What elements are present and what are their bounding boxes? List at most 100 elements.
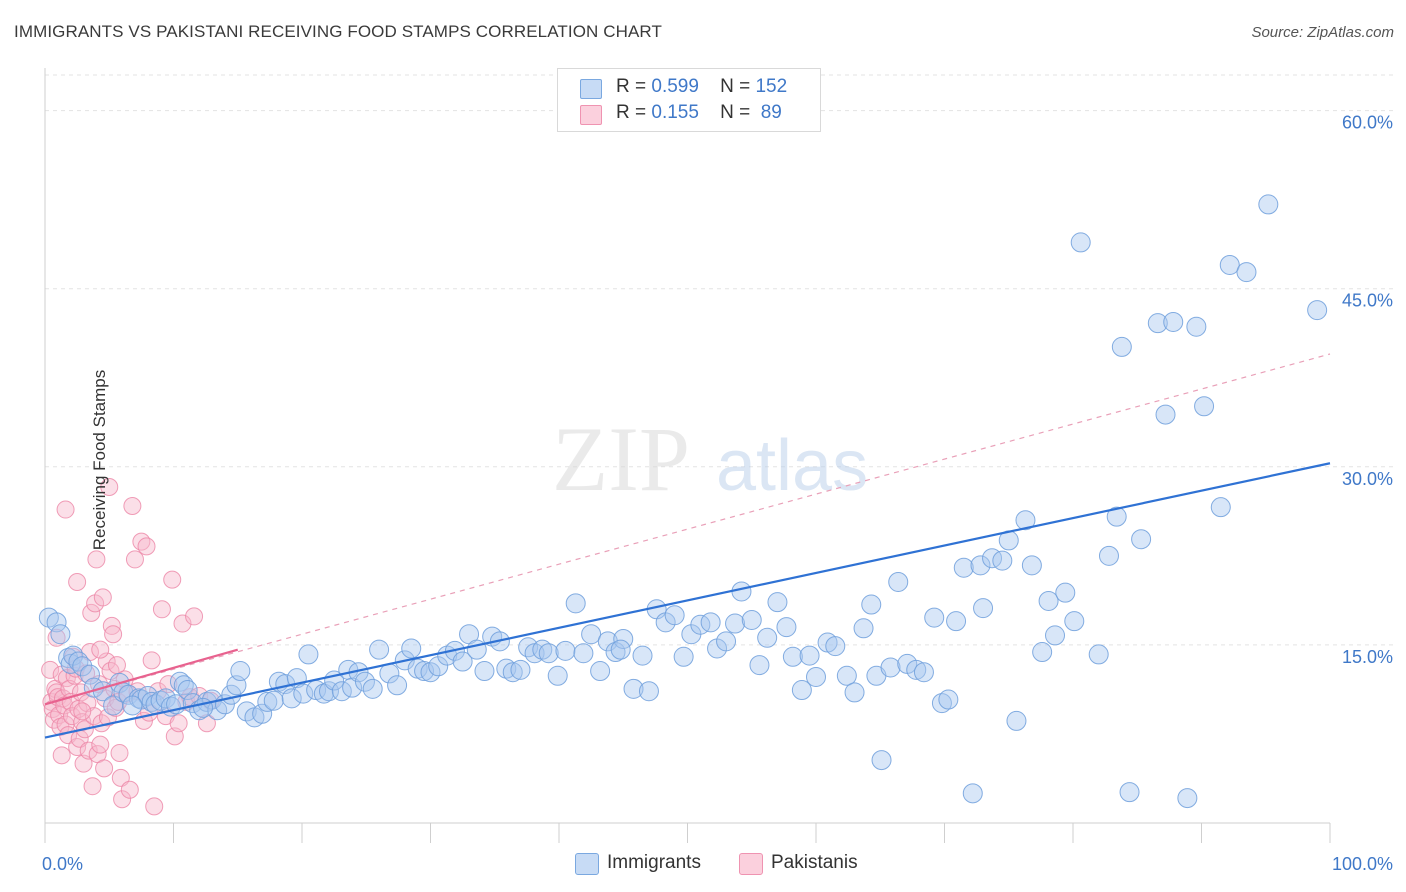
immigrants-point — [122, 695, 143, 716]
immigrants-point — [973, 598, 994, 619]
pakistanis-point — [98, 708, 117, 727]
immigrants-point — [1177, 788, 1198, 809]
pakistanis-trend-line — [44, 648, 239, 706]
immigrants-point — [782, 646, 803, 667]
legend-n-value: 89 — [760, 102, 782, 123]
immigrants-point — [538, 643, 559, 664]
immigrants-point — [632, 645, 653, 666]
immigrants-point — [962, 783, 983, 804]
pakistanis-point — [152, 600, 171, 619]
immigrants-point — [281, 688, 302, 709]
legend-n-label: N = — [720, 76, 751, 97]
immigrants-point — [970, 555, 991, 576]
trend-lines — [44, 353, 1331, 705]
immigrants-point — [638, 681, 659, 702]
x-tick-label-min: 0.0% — [42, 854, 83, 874]
immigrants-point — [1219, 254, 1240, 275]
pakistanis-point — [97, 652, 116, 671]
immigrants-point — [888, 571, 909, 592]
immigrants-point — [387, 675, 408, 696]
immigrants-point — [880, 657, 901, 678]
immigrants-point — [257, 691, 278, 712]
watermark-atlas: atlas — [716, 426, 868, 506]
immigrants-point — [836, 665, 857, 686]
legend-r-value: 0.599 — [651, 76, 699, 97]
immigrants-point — [731, 581, 752, 602]
immigrants-point — [953, 557, 974, 578]
pakistanis-point — [41, 660, 60, 679]
immigrants-point — [1015, 510, 1036, 531]
immigrants-point — [177, 680, 198, 701]
immigrants-point — [72, 656, 93, 677]
immigrants-point — [844, 682, 865, 703]
immigrants-point — [610, 639, 631, 660]
immigrants-point — [1098, 545, 1119, 566]
immigrants-point — [1210, 497, 1231, 518]
pakistanis-point — [83, 777, 102, 796]
pakistanis-point — [145, 797, 164, 816]
pakistanis-point — [100, 477, 119, 496]
immigrants-point — [825, 636, 846, 657]
immigrants-point — [799, 645, 820, 666]
pakistanis-point — [104, 625, 123, 644]
immigrants-point — [252, 703, 273, 724]
immigrants-point — [906, 659, 927, 680]
pakistanis-point — [82, 603, 101, 622]
pakistanis-point — [91, 640, 110, 659]
legend-swatch-immigrants — [580, 79, 602, 99]
immigrants-point — [1088, 644, 1109, 665]
immigrants-point — [1055, 582, 1076, 603]
y-axis-label: Receiving Food Stamps — [90, 369, 110, 551]
pakistanis-point — [142, 651, 161, 670]
immigrants-point — [853, 618, 874, 639]
immigrants-point — [741, 609, 762, 630]
immigrants-point — [1155, 404, 1176, 425]
immigrants-point — [452, 651, 473, 672]
immigrants-point — [573, 643, 594, 664]
immigrants-point — [1006, 710, 1027, 731]
immigrants-point — [547, 665, 568, 686]
pakistanis-point — [44, 710, 63, 729]
immigrants-point — [1131, 529, 1152, 550]
bottom-legend-label-pakistanis: Pakistanis — [771, 852, 858, 873]
immigrants-point — [474, 661, 495, 682]
immigrants-point — [725, 613, 746, 634]
immigrants-point — [555, 640, 576, 661]
pakistanis-point — [137, 537, 156, 556]
immigrants-point — [137, 685, 158, 706]
pakistanis-point — [110, 743, 129, 762]
immigrants-point — [757, 627, 778, 648]
immigrants-point — [362, 678, 383, 699]
immigrants-point — [401, 638, 422, 659]
immigrants-point — [496, 658, 517, 679]
immigrants-point — [1119, 782, 1140, 803]
immigrants-point — [1045, 625, 1066, 646]
immigrants-point — [50, 624, 71, 645]
immigrants-point — [1163, 311, 1184, 332]
immigrants-point — [1021, 555, 1042, 576]
immigrants-point — [946, 611, 967, 632]
immigrants-point — [871, 750, 892, 771]
immigrants-point — [716, 631, 737, 652]
pakistanis-point — [125, 550, 144, 569]
immigrants-points — [38, 194, 1328, 809]
immigrants-point — [230, 661, 251, 682]
immigrants-point — [293, 683, 314, 704]
immigrants-point — [1236, 262, 1257, 283]
immigrants-point — [581, 624, 602, 645]
immigrants-point — [1111, 336, 1132, 357]
immigrants-point — [150, 690, 171, 711]
immigrants-point — [992, 550, 1013, 571]
immigrants-point — [623, 678, 644, 699]
x-tick-label-max: 100.0% — [1332, 854, 1393, 874]
pakistanis-point — [56, 500, 75, 519]
legend-r-value: 0.155 — [651, 102, 699, 123]
pakistanis-point — [68, 572, 87, 591]
immigrants-point — [342, 677, 363, 698]
pakistanis-point — [93, 588, 112, 607]
immigrants-point — [193, 697, 214, 718]
immigrants-point — [510, 659, 531, 680]
immigrants-point — [1307, 300, 1328, 321]
immigrants-point — [590, 661, 611, 682]
